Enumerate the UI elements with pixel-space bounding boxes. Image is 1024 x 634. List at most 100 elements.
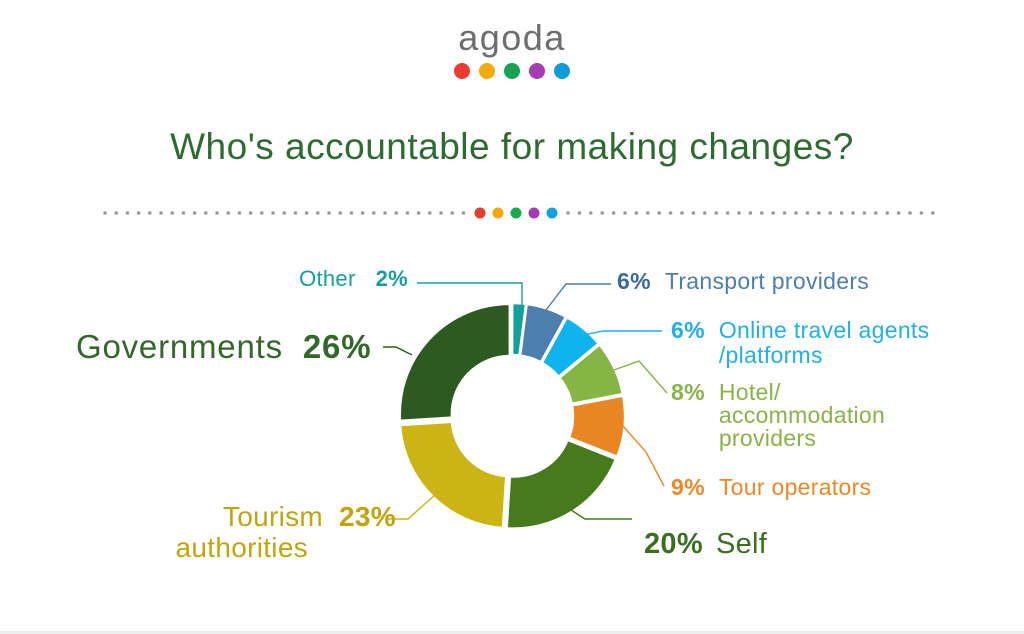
divider-dot bbox=[136, 211, 141, 215]
callout-self: 20% Self bbox=[644, 528, 767, 561]
callout-tour-value: 9% bbox=[671, 474, 705, 500]
divider-dot bbox=[204, 211, 208, 215]
divider-dot bbox=[725, 211, 730, 215]
divider-dot bbox=[760, 211, 764, 215]
callout-governments: Governments 26% bbox=[76, 328, 371, 366]
callout-hotel-label-line3: providers bbox=[718, 425, 817, 451]
divider-dot bbox=[737, 211, 741, 215]
callout-other: Other 2% bbox=[278, 266, 408, 292]
leader-line-other bbox=[417, 282, 523, 306]
divider-dot bbox=[703, 211, 707, 215]
divider-dot bbox=[885, 211, 889, 215]
leader-line-hotel bbox=[613, 360, 668, 394]
divider-dot bbox=[248, 211, 253, 215]
divider-dot bbox=[125, 211, 130, 215]
page-title: Who's accountable for making changes? bbox=[170, 126, 854, 167]
divider-dot bbox=[908, 211, 912, 215]
agoda-logo-dot bbox=[529, 63, 545, 79]
divider-dot bbox=[394, 211, 399, 215]
leader-line-self bbox=[570, 509, 632, 520]
agoda-logo-text: agoda bbox=[458, 17, 566, 58]
divider-dot bbox=[461, 211, 466, 215]
agoda-logo-dot bbox=[454, 63, 470, 79]
callout-hotel-label: Hotel/ accommodation providers bbox=[719, 381, 885, 450]
callout-hotel-label-line1: Hotel/ bbox=[718, 379, 781, 405]
divider-dot bbox=[896, 211, 901, 215]
divider-dot bbox=[646, 211, 650, 215]
divider-dot bbox=[192, 211, 197, 215]
divider-dot bbox=[439, 211, 443, 215]
callout-self-label: Self bbox=[715, 528, 768, 560]
divider-dot bbox=[428, 211, 432, 215]
divider-dot bbox=[181, 211, 186, 215]
agoda-logo-dot bbox=[504, 63, 520, 79]
callout-online-label-line1: Online travel agents bbox=[718, 317, 930, 343]
divider-dot bbox=[657, 211, 661, 215]
callout-transport-value: 6% bbox=[617, 268, 651, 294]
divider-dot bbox=[874, 211, 878, 215]
divider-accent-dot bbox=[528, 207, 540, 219]
divider-dot bbox=[103, 211, 107, 215]
callout-tourism-value: 23% bbox=[339, 501, 396, 532]
divider-dot bbox=[634, 211, 639, 215]
callout-online: 6% Online travel agents /platforms bbox=[671, 318, 929, 368]
callout-tourism-row2: authorities bbox=[158, 532, 396, 563]
divider-dot bbox=[668, 211, 673, 215]
dotted-divider bbox=[103, 207, 935, 219]
callout-tourism: Tourism 23% authorities bbox=[158, 501, 396, 563]
divider-dot bbox=[293, 211, 298, 215]
leader-line-transport bbox=[545, 283, 611, 311]
agoda-logo-dot bbox=[554, 63, 570, 79]
leader-line-tour bbox=[622, 425, 665, 487]
callout-online-value: 6% bbox=[671, 317, 705, 343]
divider-dot bbox=[817, 211, 821, 215]
divider-accent-dot bbox=[474, 207, 486, 219]
divider-dot bbox=[851, 211, 855, 215]
divider-dot bbox=[148, 211, 152, 215]
agoda-logo-dot bbox=[479, 63, 495, 79]
divider-accent-dot bbox=[546, 207, 558, 219]
callout-tour-label: Tour operators bbox=[718, 474, 872, 500]
divider-dot bbox=[271, 211, 275, 215]
donut-segment-online bbox=[540, 315, 601, 379]
divider-accent-dot bbox=[510, 207, 522, 219]
divider-dot bbox=[623, 211, 627, 215]
divider-dot bbox=[159, 211, 163, 215]
divider-accent-dot bbox=[492, 207, 504, 219]
divider-dot bbox=[771, 211, 775, 215]
callout-hotel-label-line2: accommodation bbox=[718, 402, 886, 428]
divider-dot bbox=[304, 211, 309, 215]
donut-segment-governments bbox=[398, 302, 512, 423]
divider-dot bbox=[405, 211, 410, 215]
donut-segment-tour bbox=[567, 394, 627, 459]
divider-dot bbox=[931, 211, 935, 215]
divider-dot bbox=[611, 211, 616, 215]
divider-dot bbox=[919, 211, 924, 215]
callout-tourism-row1: Tourism 23% bbox=[158, 501, 396, 532]
donut-segment-self bbox=[505, 438, 618, 530]
divider-dot bbox=[714, 211, 718, 215]
callout-tourism-label-line2: authorities bbox=[175, 532, 308, 563]
callout-other-value: 2% bbox=[375, 266, 408, 291]
divider-dot bbox=[372, 211, 376, 215]
divider-dot bbox=[691, 211, 696, 215]
divider-dot bbox=[260, 211, 264, 215]
callout-other-label: Other bbox=[299, 266, 356, 291]
donut-segment-hotel bbox=[557, 342, 625, 406]
leader-line-tourism bbox=[387, 493, 437, 520]
divider-dot bbox=[215, 211, 219, 215]
leader-line-governments bbox=[383, 346, 413, 356]
divider-dot bbox=[839, 211, 844, 215]
divider-dot bbox=[237, 211, 242, 215]
agoda-logo-dots bbox=[0, 63, 1024, 79]
divider-dot bbox=[805, 211, 810, 215]
divider-dot bbox=[383, 211, 387, 215]
divider-dot bbox=[360, 211, 365, 215]
callout-online-label-line2: /platforms bbox=[718, 342, 823, 368]
divider-dot bbox=[566, 211, 570, 215]
divider-dot bbox=[748, 211, 753, 215]
callout-self-value: 20% bbox=[644, 528, 703, 560]
divider-dot bbox=[170, 211, 174, 215]
